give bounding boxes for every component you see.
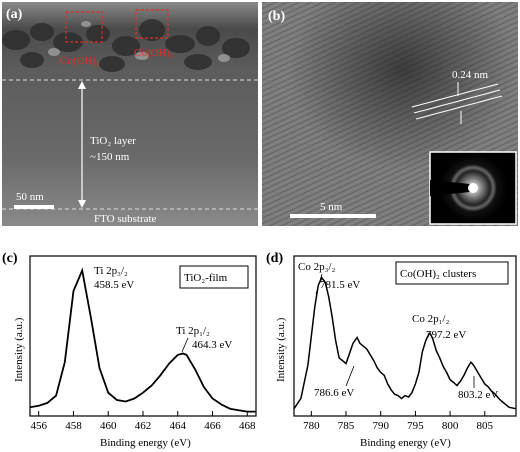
sat2-energy-d: 803.2 eV <box>458 389 498 401</box>
x-tick-label-c: 462 <box>135 420 152 432</box>
peak1-energy-d: 781.5 eV <box>320 279 360 291</box>
peak2-energy-c: 464.3 eV <box>192 339 232 351</box>
panel-label-d: (d) <box>266 251 283 266</box>
peak1-energy-c: 458.5 eV <box>94 279 134 291</box>
x-axis-label-c: Binding energy (eV) <box>100 437 191 449</box>
legend-d: Co(OH)₂ clusters <box>400 268 476 280</box>
panel-label-c: (c) <box>2 251 18 266</box>
arrow-head-top <box>78 81 86 89</box>
panel-label-a: (a) <box>6 7 23 22</box>
particle-highlights <box>48 21 230 62</box>
x-tick-label-d: 795 <box>407 420 424 432</box>
cluster-box-left <box>65 11 103 43</box>
x-tick-label-d: 805 <box>477 420 494 432</box>
legend-c: TiO₂-film <box>184 272 228 284</box>
lattice-spacing-label: 0.24 nm <box>452 69 489 81</box>
peak1-name-c: Ti 2p₃/₂ <box>94 265 128 277</box>
spectrum-line-ti <box>29 267 256 413</box>
x-tick-label-c: 466 <box>204 420 221 432</box>
layer-label: TiO₂ layer <box>90 135 136 147</box>
panel-d: 780 785 790 795 800 805 (d) Intensity (a.u.) … <box>262 234 520 452</box>
plot-frame-d <box>293 255 517 417</box>
hrtem-image: 0.24 nm 5 nm (b) <box>262 2 518 226</box>
x-tick-label-c: 464 <box>170 420 187 432</box>
chart-d: 780 785 790 795 800 805 (d) Intensity (a.u.) … <box>266 251 517 449</box>
tem-cross-section: Co(OH)₂ Co(OH)₂ TiO₂ layer ~150 nm 50 nm… <box>2 2 258 226</box>
sat1-pointer-d <box>345 365 355 387</box>
legend-box-d <box>395 261 509 285</box>
fft-inset <box>429 151 517 225</box>
scale-bar-b <box>290 214 376 218</box>
scale-label-a: 50 nm <box>16 191 44 203</box>
panel-b: 0.24 nm 5 nm (b) <box>262 2 518 226</box>
x-tick-label-c: 468 <box>239 420 256 432</box>
lattice-marker <box>411 82 503 124</box>
peak1-name-d: Co 2p₃/₂ <box>298 261 335 273</box>
cluster-box-right <box>135 9 169 39</box>
x-tick-label-c: 456 <box>30 420 47 432</box>
x-axis-label-d: Binding energy (eV) <box>360 437 451 449</box>
cluster-label-left: Co(OH)₂ <box>60 55 100 67</box>
sat1-energy-d: 786.6 eV <box>314 387 354 399</box>
x-tick-label-d: 785 <box>338 420 355 432</box>
y-axis-label-d: Intensity (a.u.) <box>275 317 287 382</box>
panel-label-b: (b) <box>268 9 285 24</box>
panel-a: Co(OH)₂ Co(OH)₂ TiO₂ layer ~150 nm 50 nm… <box>2 2 258 226</box>
y-axis-label-c: Intensity (a.u.) <box>13 317 25 382</box>
x-tick-label-d: 790 <box>372 420 389 432</box>
panel-c: 456 458 460 462 464 466 468 (c) Intensity (a.u… <box>0 234 262 452</box>
x-tick-label-d: 780 <box>303 420 320 432</box>
x-ticks-c: 456 458 460 462 464 466 468 <box>30 411 256 432</box>
spectrum-line-co <box>293 276 517 410</box>
peak2-pointer-c <box>181 337 189 353</box>
cluster-label-right: Co(OH)₂ <box>134 47 174 59</box>
x-ticks-d: 780 785 790 795 800 805 <box>303 411 494 432</box>
peak2-name-c: Ti 2p₁/₂ <box>176 325 210 337</box>
particle-layer <box>2 19 250 72</box>
layer-thickness: ~150 nm <box>90 151 130 163</box>
chart-c: 456 458 460 462 464 466 468 (c) Intensity (a.u… <box>2 251 257 449</box>
peak1-pointer-d <box>315 273 323 295</box>
scale-label-b: 5 nm <box>320 201 343 213</box>
arrow-head-bottom <box>78 200 86 208</box>
legend-box-c <box>179 265 249 289</box>
substrate-label: FTO substrate <box>94 213 157 225</box>
x-tick-label-c: 460 <box>100 420 117 432</box>
peak2-name-d: Co 2p₁/₂ <box>412 313 449 325</box>
scale-bar-a <box>14 205 54 209</box>
peak2-energy-d: 797.2 eV <box>426 329 466 341</box>
x-tick-label-c: 458 <box>65 420 82 432</box>
x-tick-label-d: 800 <box>442 420 459 432</box>
